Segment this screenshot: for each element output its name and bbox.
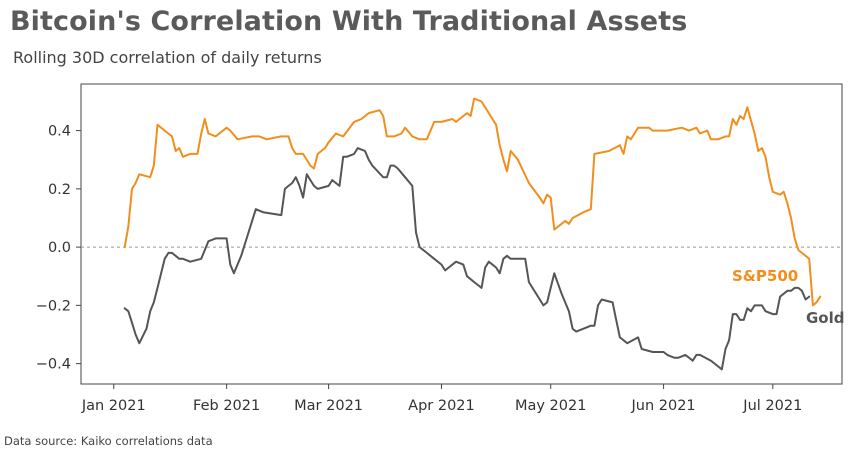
x-tick-label: Jan 2021 (81, 398, 146, 414)
y-tick-label: 0.2 (48, 182, 71, 198)
x-tick-label: Feb 2021 (193, 398, 260, 414)
x-tick-label: Mar 2021 (294, 398, 363, 414)
y-tick-label: 0.0 (48, 240, 71, 256)
x-tick-label: Jul 2021 (742, 398, 802, 414)
data-source-note: Data source: Kaiko correlations data (4, 434, 213, 448)
y-tick-label: −0.4 (36, 357, 71, 373)
plot-frame (80, 83, 843, 385)
chart-title: Bitcoin's Correlation With Traditional A… (10, 6, 688, 37)
gold-series-label: Gold (806, 309, 845, 327)
x-tick-label: Jun 2021 (630, 398, 695, 414)
sp500-series-label: S&P500 (732, 267, 798, 285)
x-tick-label: Apr 2021 (408, 398, 475, 414)
x-tick-label: May 2021 (515, 398, 587, 414)
y-tick-label: −0.2 (36, 298, 71, 314)
gold-series-line (123, 147, 811, 371)
y-tick-label: 0.4 (48, 124, 71, 140)
chart-subtitle: Rolling 30D correlation of daily returns (13, 48, 322, 67)
s-p500-series-line (123, 97, 822, 307)
